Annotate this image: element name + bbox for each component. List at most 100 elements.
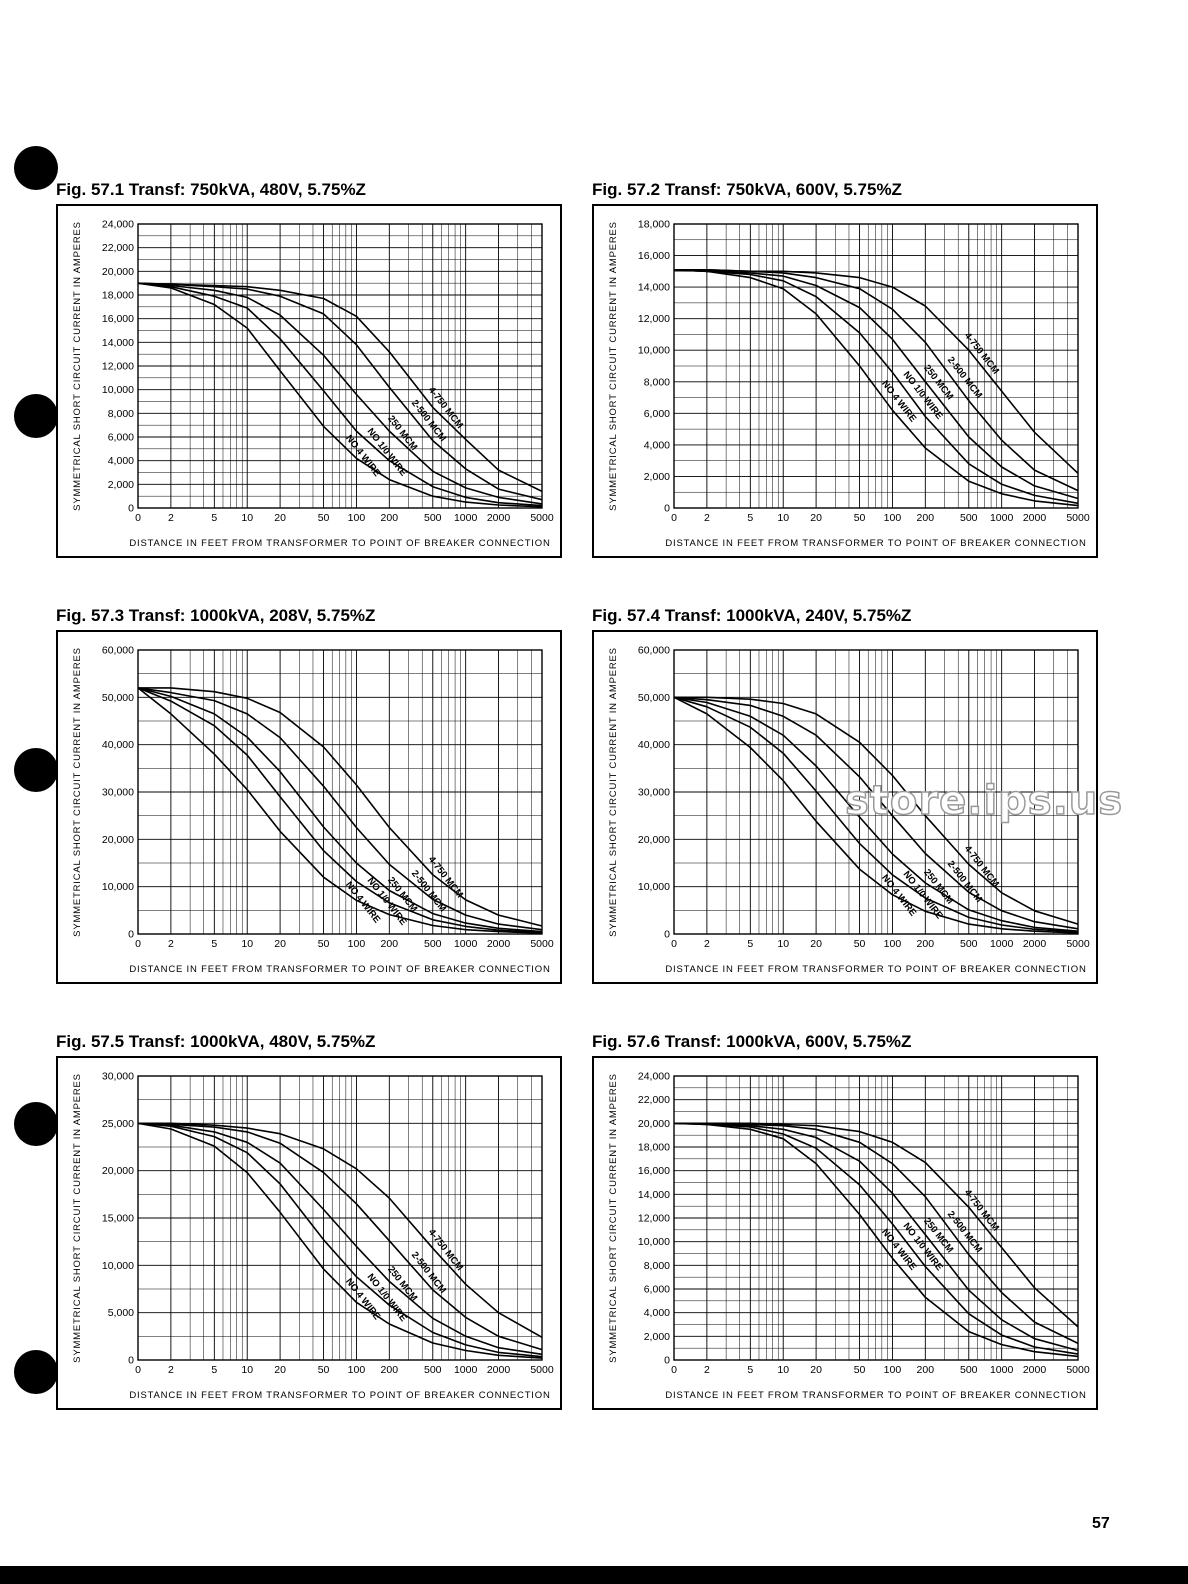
y-tick-label: 50,000: [102, 692, 134, 704]
y-tick-label: 16,000: [102, 313, 134, 325]
x-axis-label: DISTANCE IN FEET FROM TRANSFORMER TO POI…: [665, 538, 1086, 549]
x-tick-label: 10: [777, 1364, 789, 1376]
series-line: [137, 282, 543, 505]
grid: [673, 1075, 1079, 1361]
y-axis-label: SYMMETRICAL SHORT CIRCUIT CURRENT IN AMP…: [608, 221, 619, 511]
y-tick-label: 0: [128, 503, 134, 515]
series-line: [137, 687, 543, 931]
y-axis-label: SYMMETRICAL SHORT CIRCUIT CURRENT IN AMP…: [72, 647, 83, 937]
y-tick-label: 10,000: [638, 881, 670, 893]
series-line: [137, 687, 543, 933]
y-tick-label: 22,000: [638, 1094, 670, 1106]
y-tick-label: 8,000: [108, 408, 134, 420]
y-tick-label: 14,000: [638, 282, 670, 294]
series-line: [138, 687, 543, 927]
x-tick-label: 100: [884, 1364, 902, 1376]
series-line: [673, 269, 1079, 507]
y-tick-label: 6,000: [108, 432, 134, 444]
x-tick-label: 20: [274, 1364, 286, 1376]
y-tick-label: 60,000: [102, 645, 134, 657]
series-line: [674, 269, 1079, 492]
x-axis-label: DISTANCE IN FEET FROM TRANSFORMER TO POI…: [665, 1390, 1086, 1401]
series-line: [137, 1122, 543, 1358]
grid: [137, 223, 543, 509]
series-label: 4-750 MCM: [426, 1227, 465, 1273]
bottom-border: [0, 1566, 1188, 1584]
x-tick-label: 5: [211, 938, 217, 950]
y-axis-label: SYMMETRICAL SHORT CIRCUIT CURRENT IN AMP…: [72, 1073, 83, 1363]
x-tick-label: 5: [211, 512, 217, 524]
binder-hole-icon: [14, 146, 58, 190]
x-tick-label: 1000: [990, 512, 1014, 524]
chart-title: Fig. 57.4 Transf: 1000kVA, 240V, 5.75%Z: [592, 606, 912, 625]
y-tick-label: 50,000: [638, 692, 670, 704]
x-tick-label: 2: [168, 938, 174, 950]
y-tick-label: 8,000: [644, 1260, 670, 1272]
y-tick-label: 16,000: [638, 1165, 670, 1177]
x-tick-label: 20: [810, 938, 822, 950]
x-tick-label: 5000: [530, 1364, 554, 1376]
y-axis-label: SYMMETRICAL SHORT CIRCUIT CURRENT IN AMP…: [608, 647, 619, 937]
x-tick-label: 1000: [454, 512, 478, 524]
x-tick-label: 5000: [530, 938, 554, 950]
series-line: [673, 1122, 1079, 1355]
series-line: [137, 282, 543, 493]
y-tick-label: 20,000: [102, 1165, 134, 1177]
y-tick-label: 15,000: [102, 1213, 134, 1225]
chart-frame: 0 10,000 20,000 30,000 40,000 50,000 60,000 0 2 5…: [56, 630, 562, 984]
y-tick-label: 30,000: [638, 787, 670, 799]
binder-hole-icon: [14, 748, 58, 792]
figure-57-3: Fig. 57.3 Transf: 1000kVA, 208V, 5.75%Z …: [56, 604, 562, 984]
x-tick-label: 2000: [487, 512, 511, 524]
x-axis-label: DISTANCE IN FEET FROM TRANSFORMER TO POI…: [129, 964, 550, 975]
x-tick-label: 50: [318, 938, 330, 950]
x-tick-label: 500: [424, 938, 442, 950]
x-tick-label: 500: [424, 512, 442, 524]
y-tick-label: 8,000: [644, 376, 670, 388]
y-tick-label: 18,000: [638, 219, 670, 231]
y-tick-label: 16,000: [638, 250, 670, 262]
x-tick-label: 0: [671, 1364, 677, 1376]
y-axis-label: SYMMETRICAL SHORT CIRCUIT CURRENT IN AMP…: [608, 1073, 619, 1363]
x-tick-label: 5: [747, 1364, 753, 1376]
grid: [673, 649, 1079, 935]
binder-hole-icon: [14, 1102, 58, 1146]
x-tick-label: 5: [747, 512, 753, 524]
x-tick-label: 50: [318, 1364, 330, 1376]
watermark: store.ips.us: [844, 777, 1124, 825]
y-tick-label: 0: [128, 929, 134, 941]
figure-57-4: Fig. 57.4 Transf: 1000kVA, 240V, 5.75%Z …: [592, 604, 1098, 984]
y-tick-label: 0: [664, 503, 670, 515]
x-tick-label: 100: [348, 1364, 366, 1376]
y-tick-label: 22,000: [102, 242, 134, 254]
x-tick-label: 1000: [454, 1364, 478, 1376]
y-tick-label: 60,000: [638, 645, 670, 657]
y-tick-label: 18,000: [638, 1142, 670, 1154]
x-tick-label: 50: [854, 512, 866, 524]
y-tick-label: 6,000: [644, 408, 670, 420]
plot-area: [673, 1075, 1079, 1361]
x-tick-label: 200: [917, 512, 935, 524]
x-tick-label: 0: [671, 938, 677, 950]
y-tick-label: 0: [128, 1355, 134, 1367]
binder-hole-icon: [14, 1350, 58, 1394]
y-tick-label: 12,000: [102, 361, 134, 373]
x-axis-label: DISTANCE IN FEET FROM TRANSFORMER TO POI…: [665, 964, 1086, 975]
series-line: [673, 696, 1079, 933]
series-line: [673, 696, 1079, 934]
x-tick-label: 20: [274, 938, 286, 950]
x-tick-label: 100: [884, 512, 902, 524]
y-tick-label: 4,000: [644, 1307, 670, 1319]
x-tick-label: 10: [241, 512, 253, 524]
x-tick-label: 5000: [1066, 1364, 1090, 1376]
x-tick-label: 2: [168, 1364, 174, 1376]
x-tick-label: 2: [704, 512, 710, 524]
chart-svg: 0 10,000 20,000 30,000 40,000 50,000 60,000 0 2 5…: [72, 645, 554, 976]
series-line: [673, 1122, 1079, 1358]
x-tick-label: 500: [960, 512, 978, 524]
x-tick-label: 10: [777, 512, 789, 524]
figure-57-1: Fig. 57.1 Transf: 750kVA, 480V, 5.75%Z 0…: [56, 178, 562, 558]
x-tick-label: 500: [424, 1364, 442, 1376]
chart-svg: 0 2,000 4,000 6,000 8,000 10,000 12,000 14,000 1…: [72, 219, 554, 550]
x-axis-label: DISTANCE IN FEET FROM TRANSFORMER TO POI…: [129, 1390, 550, 1401]
